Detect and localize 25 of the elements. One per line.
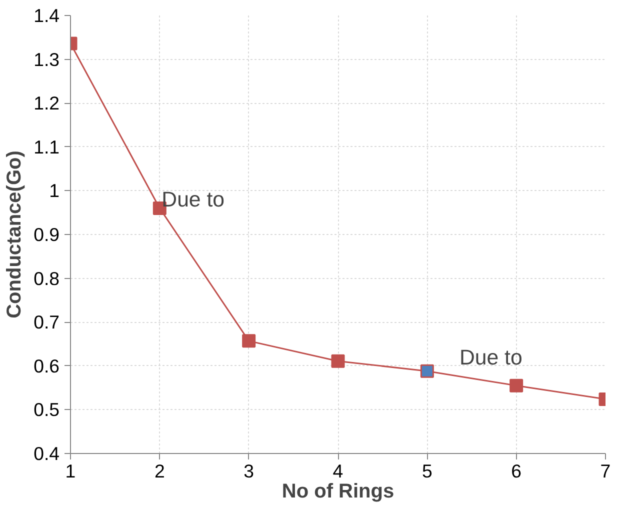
point: [331, 354, 345, 368]
annotation: Due to: [162, 187, 225, 212]
x-tick-label: 6: [511, 460, 522, 482]
y-tick-label: 0.6: [34, 355, 60, 376]
x-tick-label: 3: [244, 460, 254, 482]
x-tick-label: 5: [422, 460, 432, 482]
x-tick-label: 4: [332, 460, 344, 482]
y-axis-title: Conductance(Go): [4, 150, 26, 318]
y-tick-label: 0.9: [34, 224, 60, 245]
y-tick-label: 1.4: [34, 5, 60, 26]
y-tick-label: 0.7: [34, 312, 60, 333]
x-tick-label: 2: [154, 460, 165, 482]
x-tick-label: 7: [600, 460, 611, 482]
y-tick-label: 1.1: [34, 136, 60, 158]
annotation: Due to: [460, 346, 522, 370]
y-tick-label: 1: [49, 180, 60, 202]
point: [420, 364, 434, 378]
y-tick-label: 0.8: [34, 268, 60, 289]
x-axis-title: No of Rings: [282, 480, 394, 502]
y-tick-label: 0.5: [34, 399, 60, 420]
point: [242, 334, 256, 348]
y-tick-label: 1.2: [34, 92, 60, 114]
y-tick-label: 1.3: [34, 48, 60, 70]
y-tick-label: 0.4: [34, 443, 60, 464]
x-tick-label: 1: [65, 460, 76, 482]
